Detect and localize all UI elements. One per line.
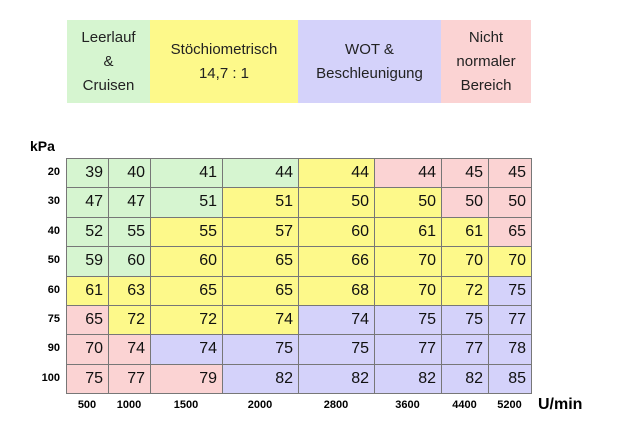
column-unit: U/min xyxy=(538,396,583,413)
column-label: 4400 xyxy=(452,399,477,411)
row-label: 60 xyxy=(47,283,60,296)
cell: 72 xyxy=(150,305,223,336)
cell: 52 xyxy=(66,216,109,248)
cell: 74 xyxy=(298,305,375,336)
column-label: 5200 xyxy=(497,399,522,411)
row-label: 40 xyxy=(47,224,60,237)
row-label: 75 xyxy=(47,313,60,325)
legend-text: & xyxy=(103,52,114,70)
cell: 74 xyxy=(150,334,223,365)
row-unit: kPa xyxy=(30,138,55,154)
cell: 55 xyxy=(108,216,151,248)
cell: 65 xyxy=(150,275,223,306)
cell: 61 xyxy=(441,216,489,248)
cell: 57 xyxy=(222,216,299,248)
legend-text: Beschleunigung xyxy=(316,64,423,82)
cell: 75 xyxy=(374,305,442,336)
cell: 70 xyxy=(441,246,489,277)
column-label: 2000 xyxy=(247,399,273,411)
cell: 51 xyxy=(222,187,299,218)
row-label: 100 xyxy=(41,371,60,384)
cell: 75 xyxy=(222,334,299,365)
legend-box: Stöchiometrisch 14,7 : 1 xyxy=(150,20,298,103)
cell: 65 xyxy=(222,275,299,306)
legend-text: WOT & xyxy=(345,40,394,58)
row-label: 30 xyxy=(47,195,60,208)
legend-text: Nicht xyxy=(468,28,504,46)
cell: 72 xyxy=(108,305,151,336)
legend-text: Bereich xyxy=(460,76,512,94)
column-label: 500 xyxy=(77,399,97,411)
legend-box: WOT & Beschleunigung xyxy=(298,20,441,103)
cell: 45 xyxy=(441,158,489,189)
cell: 61 xyxy=(374,216,442,248)
cell: 45 xyxy=(488,158,532,189)
cell: 70 xyxy=(374,246,442,277)
cell: 65 xyxy=(66,305,109,336)
cell: 75 xyxy=(298,334,375,365)
column-label: 1000 xyxy=(116,399,142,411)
cell: 60 xyxy=(298,216,375,248)
cell: 65 xyxy=(488,216,532,248)
cell: 70 xyxy=(488,246,532,277)
legend-box: Leerlauf & Cruisen xyxy=(67,20,150,103)
cell: 41 xyxy=(150,158,223,189)
cell: 47 xyxy=(108,187,151,218)
cell: 44 xyxy=(222,158,299,189)
legend-text: Stöchiometrisch xyxy=(170,40,278,58)
cell: 82 xyxy=(222,363,299,395)
cell: 47 xyxy=(66,187,109,218)
legend-text: Cruisen xyxy=(82,76,135,94)
cell: 77 xyxy=(374,334,442,365)
cell: 51 xyxy=(150,187,223,218)
cell: 75 xyxy=(66,363,109,395)
cell: 75 xyxy=(441,305,489,336)
cell: 72 xyxy=(441,275,489,306)
cell: 55 xyxy=(150,216,223,248)
cell: 59 xyxy=(66,246,109,277)
cell: 82 xyxy=(441,363,489,395)
legend-box: Nicht normaler Bereich xyxy=(441,20,531,103)
cell: 66 xyxy=(298,246,375,277)
cell: 65 xyxy=(222,246,299,277)
cell: 77 xyxy=(488,305,532,336)
cell: 75 xyxy=(488,275,532,306)
cell: 39 xyxy=(66,158,109,189)
cell: 74 xyxy=(108,334,151,365)
column-label: 1500 xyxy=(173,399,199,411)
cell: 60 xyxy=(150,246,223,277)
row-label: 20 xyxy=(47,166,60,178)
row-label: 90 xyxy=(47,342,60,355)
cell: 50 xyxy=(374,187,442,218)
cell: 85 xyxy=(488,363,532,395)
cell: 50 xyxy=(298,187,375,218)
legend-text: Leerlauf xyxy=(81,28,136,46)
legend-text: 14,7 : 1 xyxy=(198,64,250,82)
cell: 63 xyxy=(108,275,151,306)
cell: 70 xyxy=(66,334,109,365)
cell: 44 xyxy=(298,158,375,189)
cell: 68 xyxy=(298,275,375,306)
cell: 61 xyxy=(66,275,109,306)
cell: 40 xyxy=(108,158,151,189)
cell: 70 xyxy=(374,275,442,306)
row-label: 50 xyxy=(47,254,60,267)
cell: 78 xyxy=(488,334,532,365)
cell: 79 xyxy=(150,363,223,395)
cell: 44 xyxy=(374,158,442,189)
legend-text: normaler xyxy=(456,52,516,70)
cell: 74 xyxy=(222,305,299,336)
column-label: 3600 xyxy=(395,399,420,411)
cell: 82 xyxy=(374,363,442,395)
cell: 60 xyxy=(108,246,151,277)
column-label: 2800 xyxy=(323,399,349,411)
cell: 50 xyxy=(441,187,489,218)
cell: 82 xyxy=(298,363,375,395)
cell: 77 xyxy=(108,363,151,395)
cell: 50 xyxy=(488,187,532,218)
cell: 77 xyxy=(441,334,489,365)
